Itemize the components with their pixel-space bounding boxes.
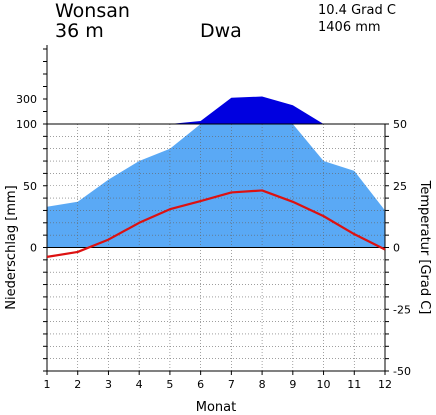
temperature-line-layer bbox=[46, 189, 386, 258]
mean-annual-temperature: 10.4 Grad C bbox=[318, 3, 396, 18]
precipitation-tick-label: 100 bbox=[16, 118, 37, 131]
x-tick-label: 5 bbox=[166, 378, 173, 391]
station-elevation: 36 m bbox=[55, 20, 104, 42]
temperature-tick-label: 50 bbox=[393, 118, 407, 131]
temperature-tick-label: 0 bbox=[393, 242, 400, 255]
temperature-line bbox=[46, 189, 386, 258]
temperature-tick-label: -50 bbox=[393, 365, 411, 378]
y-axis-label-temperature: Temperatur [Grad C] bbox=[417, 180, 432, 315]
x-tick-label: 9 bbox=[289, 378, 296, 391]
y-axis-label-precipitation: Niederschlag [mm] bbox=[4, 185, 19, 310]
x-tick-label: 8 bbox=[259, 378, 266, 391]
precipitation-tick-label: 0 bbox=[30, 242, 37, 255]
station-name: Wonsan bbox=[55, 0, 130, 22]
x-tick-label: 12 bbox=[378, 378, 392, 391]
precipitation-tick-label: 300 bbox=[16, 93, 37, 106]
annual-precipitation: 1406 mm bbox=[318, 20, 381, 35]
x-tick-label: 1 bbox=[44, 378, 51, 391]
climate-classification: Dwa bbox=[200, 20, 242, 42]
x-tick-label: 4 bbox=[136, 378, 143, 391]
x-tick-label: 10 bbox=[317, 378, 331, 391]
precipitation-excess-area bbox=[47, 96, 385, 124]
temperature-tick-label: -25 bbox=[393, 303, 411, 316]
precipitation-area-layer bbox=[47, 96, 385, 248]
x-tick-label: 3 bbox=[105, 378, 112, 391]
x-tick-label: 6 bbox=[197, 378, 204, 391]
precipitation-tick-label: 50 bbox=[23, 180, 37, 193]
x-tick-label: 7 bbox=[228, 378, 235, 391]
x-tick-label: 2 bbox=[74, 378, 81, 391]
x-axis-label: Monat bbox=[196, 400, 236, 415]
temperature-tick-label: 25 bbox=[393, 180, 407, 193]
x-tick-label: 11 bbox=[347, 378, 361, 391]
axes-layer bbox=[43, 45, 389, 375]
